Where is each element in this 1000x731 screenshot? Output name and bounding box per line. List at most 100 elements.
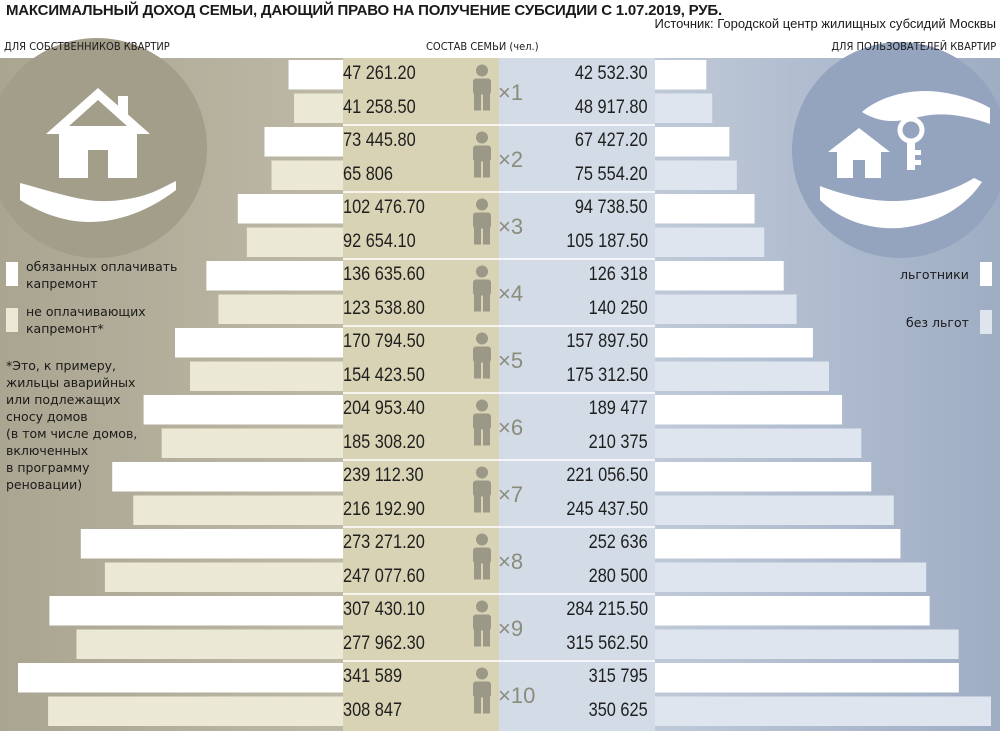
person-icon-torso [473, 614, 491, 631]
value-label-user: 175 312.50 [566, 364, 648, 386]
person-icon-leg [483, 294, 490, 312]
family-size-label: ×3 [498, 213, 524, 239]
bar-owner-paying [80, 529, 344, 559]
bar-owner-paying [264, 127, 343, 157]
family-size-label: ×2 [498, 146, 524, 172]
value-label-owner: 170 794.50 [343, 331, 425, 352]
person-icon-leg [483, 629, 490, 647]
person-icon-leg [483, 696, 490, 714]
family-size-label: ×1 [498, 79, 524, 105]
person-icon-leg [474, 629, 481, 647]
person-icon-torso [473, 346, 491, 363]
bar-owner-paying [288, 60, 343, 90]
person-icon [473, 198, 491, 245]
family-size-label: ×8 [498, 548, 524, 574]
person-icon [473, 265, 491, 312]
value-label-user: 94 738.50 [575, 197, 648, 218]
person-icon-leg [474, 428, 481, 446]
bar-owner-not-paying [246, 227, 343, 257]
bar-user-privileged [655, 596, 930, 626]
legend-swatch-privileged [980, 262, 992, 286]
bar-user-no-privileges [655, 428, 862, 458]
value-label-user: 315 562.50 [566, 632, 648, 654]
person-icon-head [476, 64, 488, 77]
bar-owner-not-paying [161, 428, 343, 458]
person-icon-torso [473, 681, 491, 698]
value-label-owner: 102 476.70 [343, 197, 425, 218]
value-label-owner: 307 430.10 [343, 599, 425, 620]
value-label-user: 284 215.50 [566, 599, 648, 620]
bar-owner-not-paying [133, 495, 343, 525]
value-label-user: 221 056.50 [566, 465, 648, 486]
bar-user-no-privileges [655, 361, 829, 391]
bar-owner-paying [175, 328, 343, 358]
chart-title: МАКСИМАЛЬНЫЙ ДОХОД СЕМЬИ, ДАЮЩИЙ ПРАВО Н… [6, 2, 722, 19]
value-label-owner: 65 806 [343, 163, 393, 185]
person-icon-torso [473, 78, 491, 95]
bar-user-no-privileges [655, 294, 797, 324]
person-icon-leg [483, 361, 490, 379]
bar-user-no-privileges [655, 227, 765, 257]
value-label-owner: 47 261.20 [343, 63, 416, 84]
value-label-user: 245 437.50 [566, 498, 648, 520]
value-label-user: 210 375 [588, 431, 648, 453]
person-icon [473, 332, 491, 379]
value-label-user: 126 318 [588, 264, 648, 285]
center-right-panel [499, 58, 655, 731]
bar-owner-paying [143, 395, 343, 425]
bar-user-privileged [655, 194, 755, 224]
legend-swatch-paying [6, 262, 18, 286]
person-icon-leg [483, 93, 490, 111]
bar-user-privileged [655, 395, 843, 425]
person-icon-head [476, 667, 488, 680]
value-label-user: 75 554.20 [575, 163, 648, 185]
bar-user-privileged [655, 529, 901, 559]
legend-label-privileged: льготники [900, 267, 969, 282]
bar-user-privileged [655, 261, 784, 291]
bar-user-no-privileges [655, 93, 713, 123]
person-icon [473, 466, 491, 513]
person-icon-leg [474, 93, 481, 111]
person-icon [473, 600, 491, 647]
header-owners: ДЛЯ СОБСТВЕННИКОВ КВАРТИР [4, 40, 170, 53]
value-label-owner: 277 962.30 [343, 632, 425, 654]
family-size-label: ×6 [498, 414, 524, 440]
value-label-owner: 185 308.20 [343, 431, 425, 453]
person-icon-head [476, 265, 488, 278]
bar-user-no-privileges [655, 562, 927, 592]
header-users: ДЛЯ ПОЛЬЗОВАТЕЛЕЙ КВАРТИР [831, 40, 996, 53]
person-icon-leg [474, 160, 481, 178]
bar-user-privileged [655, 328, 813, 358]
person-icon-leg [474, 227, 481, 245]
bar-owner-not-paying [48, 696, 344, 726]
person-icon-torso [473, 480, 491, 497]
legend-swatch-not-paying [6, 308, 18, 332]
value-label-owner: 308 847 [343, 699, 403, 721]
key-house-hand-icon [792, 42, 1000, 258]
bar-owner-paying [18, 663, 343, 693]
value-label-owner: 247 077.60 [343, 565, 425, 587]
person-icon-head [476, 131, 488, 144]
person-icon-torso [473, 547, 491, 564]
bar-owner-paying [49, 596, 344, 626]
person-icon-head [476, 466, 488, 479]
person-icon-leg [474, 495, 481, 513]
house-on-hand-icon [0, 38, 207, 258]
bar-owner-paying [237, 194, 343, 224]
value-label-user: 42 532.30 [575, 63, 648, 84]
bar-owner-paying [112, 462, 343, 492]
value-label-owner: 92 654.10 [343, 230, 416, 252]
source-note: Источник: Городской центр жилищных субси… [654, 16, 996, 31]
footnote: *Это, к примеру, жильцы аварийных или по… [6, 358, 138, 492]
value-label-user: 67 427.20 [575, 130, 648, 151]
person-icon-leg [474, 294, 481, 312]
bar-owner-not-paying [76, 629, 343, 659]
value-label-user: 140 250 [588, 297, 648, 319]
value-label-owner: 123 538.80 [343, 297, 425, 319]
person-icon-leg [483, 428, 490, 446]
value-label-owner: 216 192.90 [343, 498, 425, 520]
value-label-user: 105 187.50 [566, 230, 648, 252]
person-icon [473, 533, 491, 580]
bar-user-privileged [655, 127, 730, 157]
